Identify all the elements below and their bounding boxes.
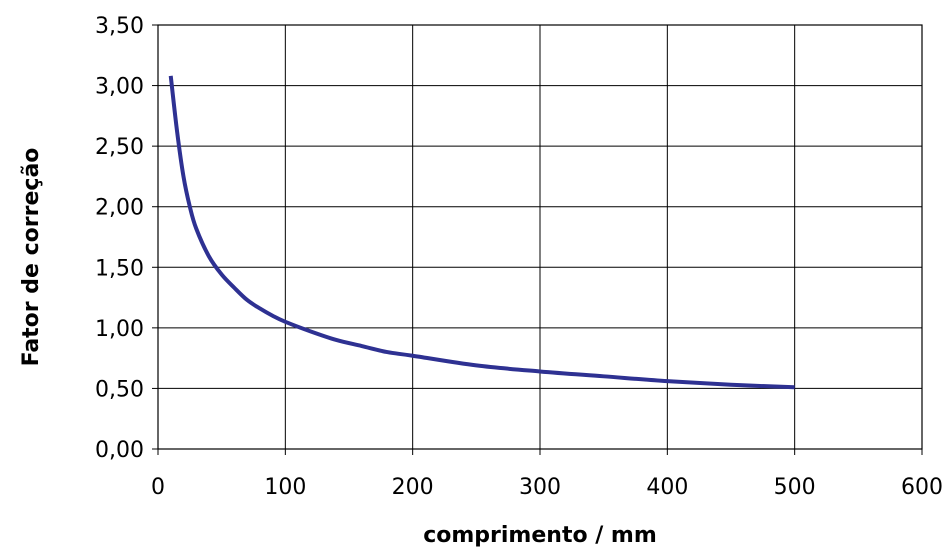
y-tick-label: 3,50	[95, 14, 144, 39]
x-tick-label: 100	[264, 475, 306, 500]
y-axis-title: Fator de correção	[19, 148, 44, 367]
y-tick-label: 0,50	[95, 377, 144, 402]
y-tick-label: 2,00	[95, 196, 144, 221]
y-axis-ticks: 0,00 0,50 1,00 1,50 2,00 2,50 3,00 3,50	[95, 14, 158, 463]
x-axis-title: comprimento / mm	[423, 523, 657, 548]
x-tick-label: 400	[646, 475, 688, 500]
x-tick-label: 300	[519, 475, 561, 500]
x-tick-label: 600	[901, 475, 943, 500]
y-tick-label: 1,50	[95, 256, 144, 281]
series-layer	[168, 75, 795, 390]
series-line-0	[168, 75, 795, 390]
y-tick-label: 1,00	[95, 317, 144, 342]
x-tick-label: 0	[151, 475, 165, 500]
x-axis-ticks: 0 100 200 300 400 500 600	[151, 449, 943, 500]
x-tick-label: 500	[774, 475, 816, 500]
y-tick-label: 0,00	[95, 438, 144, 463]
y-tick-label: 2,50	[95, 135, 144, 160]
grid	[157, 24, 923, 450]
y-tick-label: 3,00	[95, 75, 144, 100]
x-tick-label: 200	[392, 475, 434, 500]
